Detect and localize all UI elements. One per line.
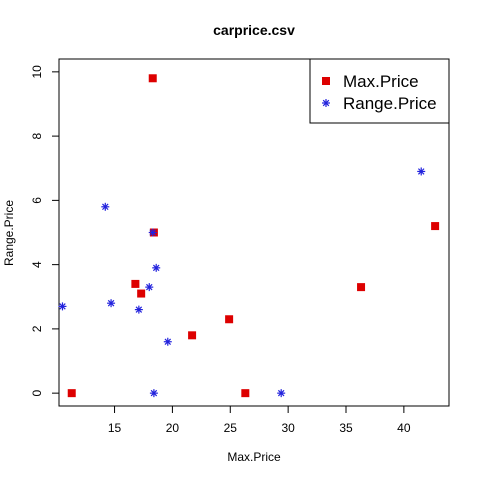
max-price-point xyxy=(131,279,140,288)
range-price-point xyxy=(148,228,157,237)
range-price-point xyxy=(134,305,143,314)
y-tick-label: 2 xyxy=(30,325,44,332)
x-tick-label: 15 xyxy=(108,421,122,435)
max-price-point xyxy=(148,74,157,83)
x-tick-label: 35 xyxy=(339,421,353,435)
y-tick-label: 8 xyxy=(30,132,44,139)
legend-label: Max.Price xyxy=(343,72,419,91)
range-price-point xyxy=(58,302,67,311)
y-tick-label: 10 xyxy=(30,65,44,79)
range-price-point xyxy=(417,167,426,176)
legend-label: Range.Price xyxy=(343,94,437,113)
legend-box xyxy=(309,58,450,124)
max-price-point xyxy=(137,289,146,298)
max-price-point xyxy=(357,283,366,292)
range-price-point xyxy=(277,389,286,398)
range-price-point xyxy=(152,263,161,272)
chart-title: carprice.csv xyxy=(213,22,295,38)
y-axis-label: Range.Price xyxy=(2,200,16,266)
legend: Max.Price Range.Price xyxy=(309,58,450,124)
range-price-point xyxy=(145,283,154,292)
x-axis-label: Max.Price xyxy=(227,450,281,464)
y-tick-label: 0 xyxy=(30,389,44,396)
x-tick-label: 25 xyxy=(224,421,238,435)
max-price-point xyxy=(67,389,76,398)
range-price-point xyxy=(163,337,172,346)
range-price-point xyxy=(101,202,110,211)
y-axis: 0 2 4 6 8 10 xyxy=(30,65,60,396)
data-points xyxy=(58,74,440,398)
max-price-point xyxy=(241,389,250,398)
range-price-point xyxy=(107,299,116,308)
x-tick-label: 40 xyxy=(397,421,411,435)
y-tick-label: 4 xyxy=(30,261,44,268)
max-price-point xyxy=(188,331,197,340)
max-price-point xyxy=(225,315,234,324)
range-price-point xyxy=(149,389,158,398)
x-axis: 15 20 25 30 35 40 xyxy=(108,405,411,435)
x-tick-label: 30 xyxy=(281,421,295,435)
legend-asterisk-marker xyxy=(322,99,330,107)
x-tick-label: 20 xyxy=(166,421,180,435)
legend-square-marker xyxy=(322,77,330,85)
max-price-point xyxy=(431,222,440,231)
y-tick-label: 6 xyxy=(30,197,44,204)
